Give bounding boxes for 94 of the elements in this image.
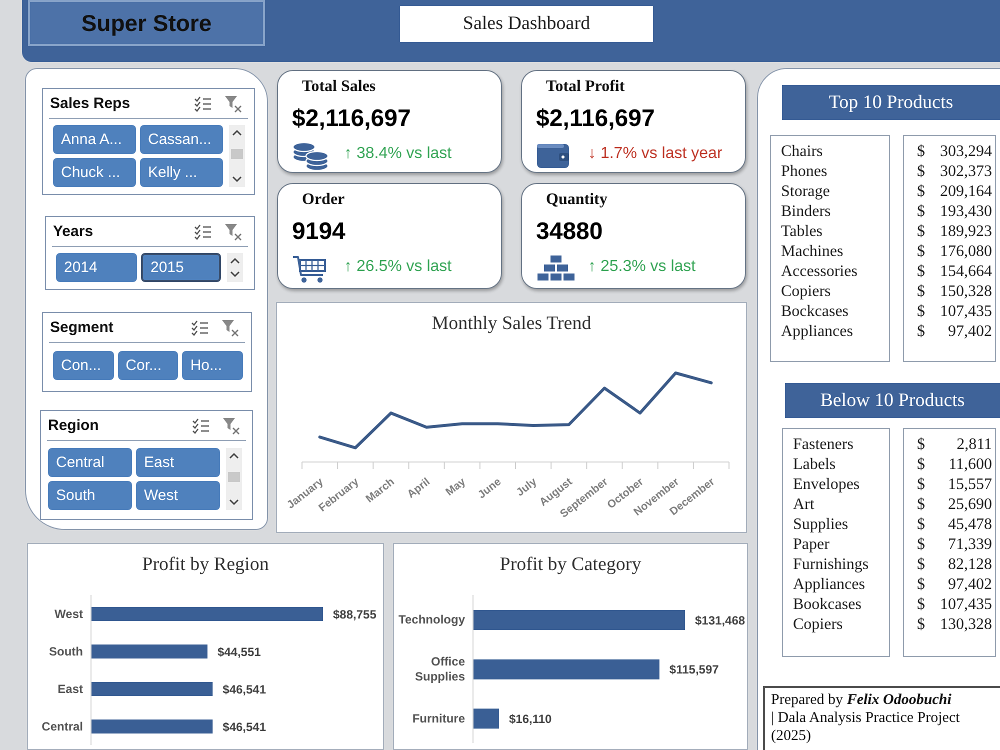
category-label: Paper [793,535,830,555]
data-label: $131,468 [695,613,746,628]
text: $ 97,402 [917,576,992,593]
text: $ 25,690 [917,496,992,513]
category-label: 2015 [140,253,221,282]
text: $ 71,339 [917,536,992,553]
category-label: Machines [781,242,844,262]
text: ↑ 25.3% vs last [588,258,696,276]
text: Super Store [28,0,265,46]
text: 34880 [536,218,603,246]
text: Below 10 Products [785,383,1000,418]
text: $ 303,294 [917,143,992,160]
category-label: Copiers [781,282,832,302]
text: Order [302,191,345,209]
category-label: Cassan... [140,125,223,154]
chart-title: Profit by Region [141,554,270,576]
category-label: Cor... [118,351,178,380]
text: Total Sales [302,78,376,96]
text: $ 209,164 [917,183,992,200]
text: Top 10 Products [782,85,1000,120]
text: 9194 [292,218,346,246]
text: $ 154,664 [917,263,992,280]
text: ↓ 1.7% vs last year [588,145,722,163]
text: $ 176,080 [917,243,992,260]
category-label: Storage [781,182,831,202]
text: Quantity [546,191,608,209]
text: | Dala Analysis Practice Project (2025) [771,709,961,745]
category-label: Tables [781,222,824,242]
category-label: Accessories [781,262,858,282]
category-label: Binders [781,202,832,222]
category-label: Con... [53,351,114,380]
text: Sales Reps [50,95,130,112]
text: $ 130,328 [917,616,992,633]
category-label: Copiers [793,615,844,635]
text: $ 97,402 [917,323,992,340]
text: $ 150,328 [917,283,992,300]
data-label: $115,597 [669,662,720,677]
category-label: Bookcases [793,595,862,615]
category-label: Ho... [182,351,243,380]
text: $ 15,557 [917,476,992,493]
text: $ 2,811 [917,436,992,453]
category-label: Anna A... [53,125,136,154]
text: Region [48,417,99,434]
text: Felix Odoobuchi [846,692,952,708]
category-label: Appliances [781,322,854,342]
text: Prepared by [771,692,844,708]
data-label: $16,110 [508,712,552,726]
data-label: $44,551 [217,644,262,659]
category-label: Phones [781,162,828,182]
text: $ 11,600 [917,456,992,473]
category-label: Kelly ... [140,158,223,187]
category-label: Supplies [793,515,850,535]
category-label: Bockcases [781,302,850,322]
category-label: Labels [793,455,837,475]
text: $ 82,128 [917,556,992,573]
category-label: Fasteners [793,435,854,455]
data-label: $46,541 [222,720,266,734]
y-tick-label: South [49,644,83,658]
text: $2,116,697 [292,105,411,133]
text: ↑ 38.4% vs last [344,145,452,163]
y-tick-label: Technology [398,612,466,627]
text: $ 193,430 [917,203,992,220]
category-label: Chairs [781,142,824,162]
text: $ 107,435 [917,303,992,320]
text: $ 189,923 [917,223,992,240]
category-label: Envelopes [793,475,861,495]
data-label: $88,755 [333,607,377,622]
text: Segment [50,319,114,336]
x-tick-label: June [476,476,504,502]
y-tick-label: Central [42,719,83,734]
y-tick-label: East [58,682,83,696]
text: ↑ 26.5% vs last [344,258,452,276]
category-label: 2014 [56,253,136,282]
category-label: Furnishings [793,555,870,575]
text: Years [53,223,94,240]
y-tick-label: Furniture [412,711,466,726]
chart-title: Monthly Sales Trend [430,313,592,335]
chart-title: Profit by Category [498,554,642,576]
x-tick-label: July [514,475,540,499]
x-tick-label: May [444,475,469,499]
text: Sales Dashboard [400,6,653,42]
category-label: West [136,481,220,510]
text: Total Profit [546,78,625,96]
text: $ 107,435 [917,596,992,613]
category-label: East [136,448,220,477]
category-label: Appliances [793,575,866,595]
text: $ 302,373 [917,163,992,180]
category-label: Chuck ... [53,158,136,187]
y-tick-label: West [54,606,84,621]
data-label: $46,541 [222,682,266,696]
y-tick-label: Office Supplies [414,654,466,684]
text: $2,116,697 [536,105,655,133]
category-label: Art [793,495,816,515]
text: $ 45,478 [917,516,992,533]
